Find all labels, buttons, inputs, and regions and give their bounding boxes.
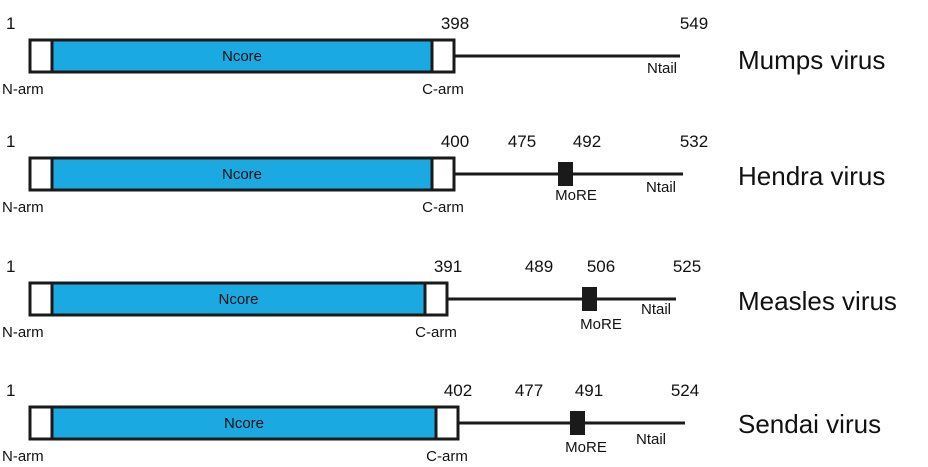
start-position-label: 1 — [6, 257, 15, 276]
core-end-position-label: 391 — [434, 257, 462, 276]
core-end-position-label: 400 — [441, 132, 469, 151]
start-position-label: 1 — [6, 132, 15, 151]
n-arm-label: N-arm — [2, 199, 44, 216]
more-label: MoRE — [580, 316, 622, 333]
n-arm-region — [28, 281, 54, 317]
c-arm-label: C-arm — [422, 81, 464, 98]
more-start-position-label: 477 — [515, 381, 543, 400]
ncore-label: Ncore — [222, 166, 262, 183]
n-arm-label: N-arm — [2, 448, 44, 465]
virus-name: Measles virus — [738, 286, 897, 316]
more-label: MoRE — [565, 439, 607, 456]
virus-name: Mumps virus — [738, 45, 885, 75]
more-end-position-label: 491 — [575, 381, 603, 400]
ntail-label: Ntail — [636, 431, 666, 448]
ntail-label: Ntail — [646, 179, 676, 196]
c-arm-region — [430, 156, 456, 192]
c-arm-region — [434, 405, 460, 441]
ncore-label: Ncore — [224, 415, 264, 432]
more-region — [558, 162, 573, 186]
core-end-position-label: 402 — [444, 381, 472, 400]
c-arm-region — [430, 38, 456, 74]
more-start-position-label: 489 — [525, 257, 553, 276]
more-start-position-label: 475 — [508, 132, 536, 151]
end-position-label: 549 — [680, 14, 708, 33]
ntail-label: Ntail — [647, 60, 677, 77]
ncore-label: Ncore — [222, 48, 262, 65]
more-region — [582, 287, 597, 311]
more-end-position-label: 506 — [587, 257, 615, 276]
c-arm-label: C-arm — [426, 448, 468, 465]
n-arm-label: N-arm — [2, 81, 44, 98]
c-arm-label: C-arm — [415, 324, 457, 341]
virus-name: Sendai virus — [738, 409, 881, 439]
c-arm-label: C-arm — [422, 199, 464, 216]
core-end-position-label: 398 — [441, 14, 469, 33]
start-position-label: 1 — [6, 381, 15, 400]
more-region — [570, 411, 585, 435]
ntail-label: Ntail — [641, 301, 671, 318]
n-arm-region — [28, 405, 54, 441]
end-position-label: 525 — [673, 257, 701, 276]
c-arm-region — [423, 281, 449, 317]
more-end-position-label: 492 — [573, 132, 601, 151]
more-label: MoRE — [555, 187, 597, 204]
end-position-label: 532 — [680, 132, 708, 151]
start-position-label: 1 — [6, 14, 15, 33]
virus-name: Hendra virus — [738, 161, 885, 191]
n-arm-label: N-arm — [2, 324, 44, 341]
n-arm-region — [28, 38, 54, 74]
end-position-label: 524 — [671, 381, 699, 400]
n-arm-region — [28, 156, 54, 192]
ncore-label: Ncore — [218, 291, 258, 308]
